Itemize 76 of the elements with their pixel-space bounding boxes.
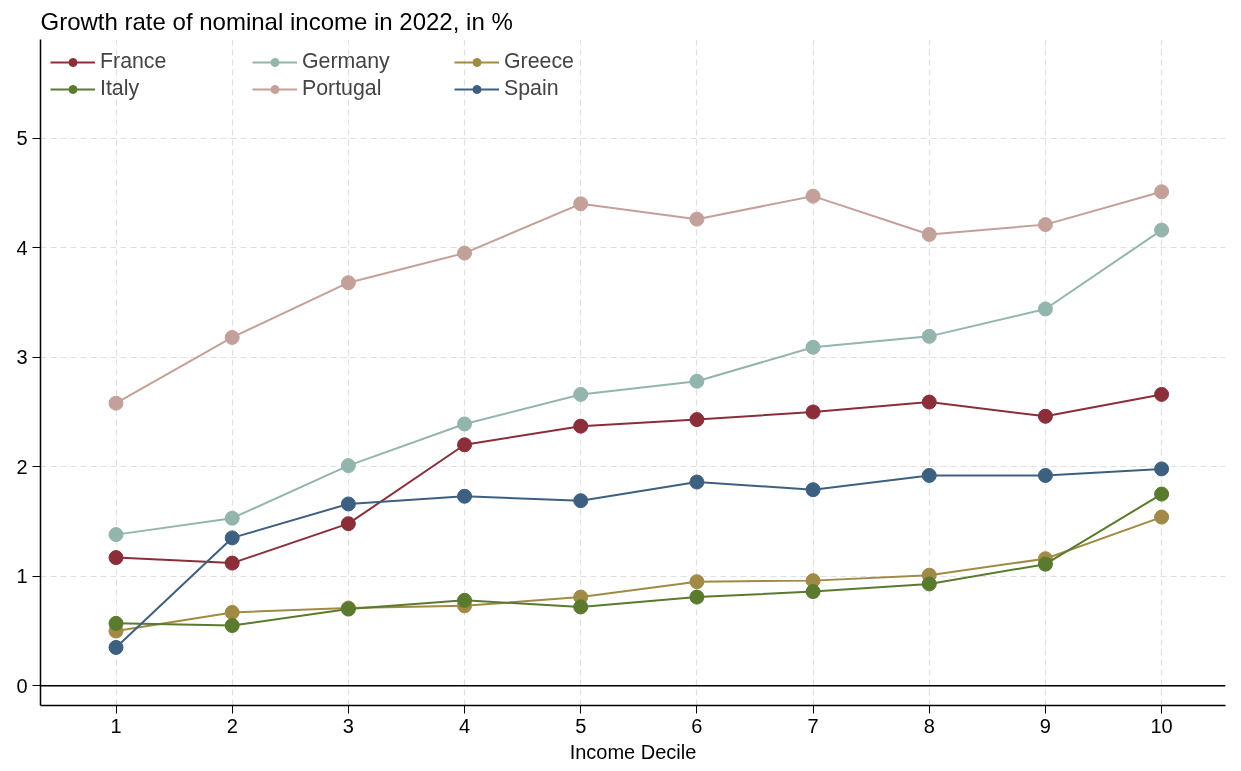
point [573, 493, 589, 509]
point [108, 527, 124, 543]
point [1154, 222, 1170, 238]
point [689, 211, 705, 227]
legend-label: France [100, 49, 168, 74]
point [457, 416, 473, 432]
point [1154, 184, 1170, 200]
legend-label: Portugal [302, 76, 383, 101]
point [573, 386, 589, 402]
y-tick-label: 4 [16, 236, 28, 259]
point [573, 196, 589, 212]
legend-label: Spain [504, 76, 560, 101]
y-tick-label: 2 [16, 455, 28, 478]
x-tick-label: 10 [1150, 714, 1173, 737]
y-tick-label: 0 [16, 674, 28, 697]
x-tick-label: 2 [226, 714, 238, 737]
x-tick-label: 9 [1039, 714, 1051, 737]
point [457, 245, 473, 261]
x-tick-label: 8 [923, 714, 935, 737]
point [805, 482, 821, 498]
point [689, 574, 705, 590]
point [573, 599, 589, 615]
point [805, 404, 821, 420]
point [689, 474, 705, 490]
x-tick-label: 6 [691, 714, 703, 737]
point [457, 592, 473, 608]
y-tick-label: 5 [16, 127, 28, 150]
legend-label: Italy [100, 76, 141, 101]
point [921, 226, 937, 242]
point [340, 516, 356, 532]
x-tick-label: 1 [110, 714, 122, 737]
point [689, 589, 705, 605]
point [340, 458, 356, 474]
point [1154, 486, 1170, 502]
point [224, 618, 240, 634]
point [108, 639, 124, 655]
point [224, 510, 240, 526]
point [921, 328, 937, 344]
y-tick-label: 1 [16, 565, 28, 588]
chart-title: Growth rate of nominal income in 2022, in % [40, 7, 513, 35]
point [224, 530, 240, 546]
point [457, 437, 473, 453]
point [108, 550, 124, 566]
point [224, 604, 240, 620]
point [805, 188, 821, 204]
point [921, 467, 937, 483]
point [805, 339, 821, 355]
point [1037, 217, 1053, 233]
x-tick-label: 5 [575, 714, 587, 737]
x-tick-label: 7 [807, 714, 819, 737]
point [340, 275, 356, 291]
point [1154, 461, 1170, 477]
point [573, 418, 589, 434]
legend-label: Germany [302, 49, 391, 74]
point [1154, 386, 1170, 402]
point [921, 394, 937, 410]
point [1037, 408, 1053, 424]
point [805, 584, 821, 600]
point [689, 412, 705, 428]
x-tick-label: 4 [458, 714, 471, 737]
point [689, 373, 705, 389]
point [921, 576, 937, 592]
y-tick-label: 3 [16, 346, 28, 369]
x-tick-label: 3 [342, 714, 354, 737]
point [340, 496, 356, 512]
point [1154, 509, 1170, 525]
point [457, 488, 473, 504]
point [108, 615, 124, 631]
point [1037, 556, 1053, 572]
legend-label: Greece [504, 49, 575, 74]
point [1037, 301, 1053, 317]
point [224, 555, 240, 571]
point [1037, 467, 1053, 483]
point [108, 395, 124, 411]
point [224, 329, 240, 345]
x-axis-title: Income Decile [569, 740, 697, 763]
